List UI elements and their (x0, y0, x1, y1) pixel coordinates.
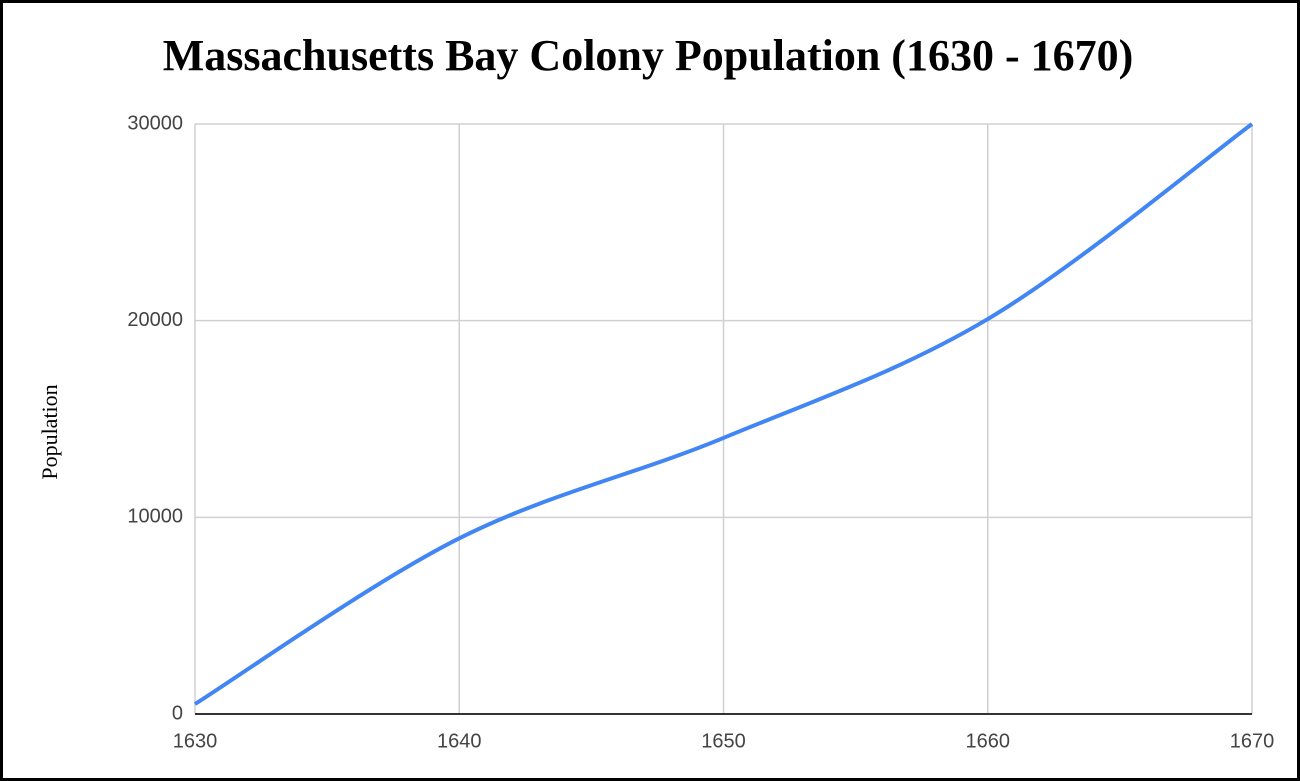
y-tick-label: 0 (172, 702, 183, 724)
y-tick-label: 20000 (127, 309, 183, 331)
x-tick-label: 1660 (966, 730, 1011, 752)
x-tick-label: 1630 (173, 730, 218, 752)
y-tick-label: 10000 (127, 506, 183, 528)
data-line (193, 122, 1254, 706)
x-tick-label: 1640 (437, 730, 482, 752)
plot-area: 0 10000 20000 30000 1630 1640 1650 1660 1670 (127, 112, 1274, 752)
y-tick-label: 30000 (127, 112, 183, 134)
x-tick-label: 1650 (701, 730, 746, 752)
x-tick-label: 1670 (1230, 730, 1275, 752)
y-axis-label: Population (37, 384, 62, 479)
chart-title: Massachusetts Bay Colony Population (163… (163, 31, 1134, 80)
